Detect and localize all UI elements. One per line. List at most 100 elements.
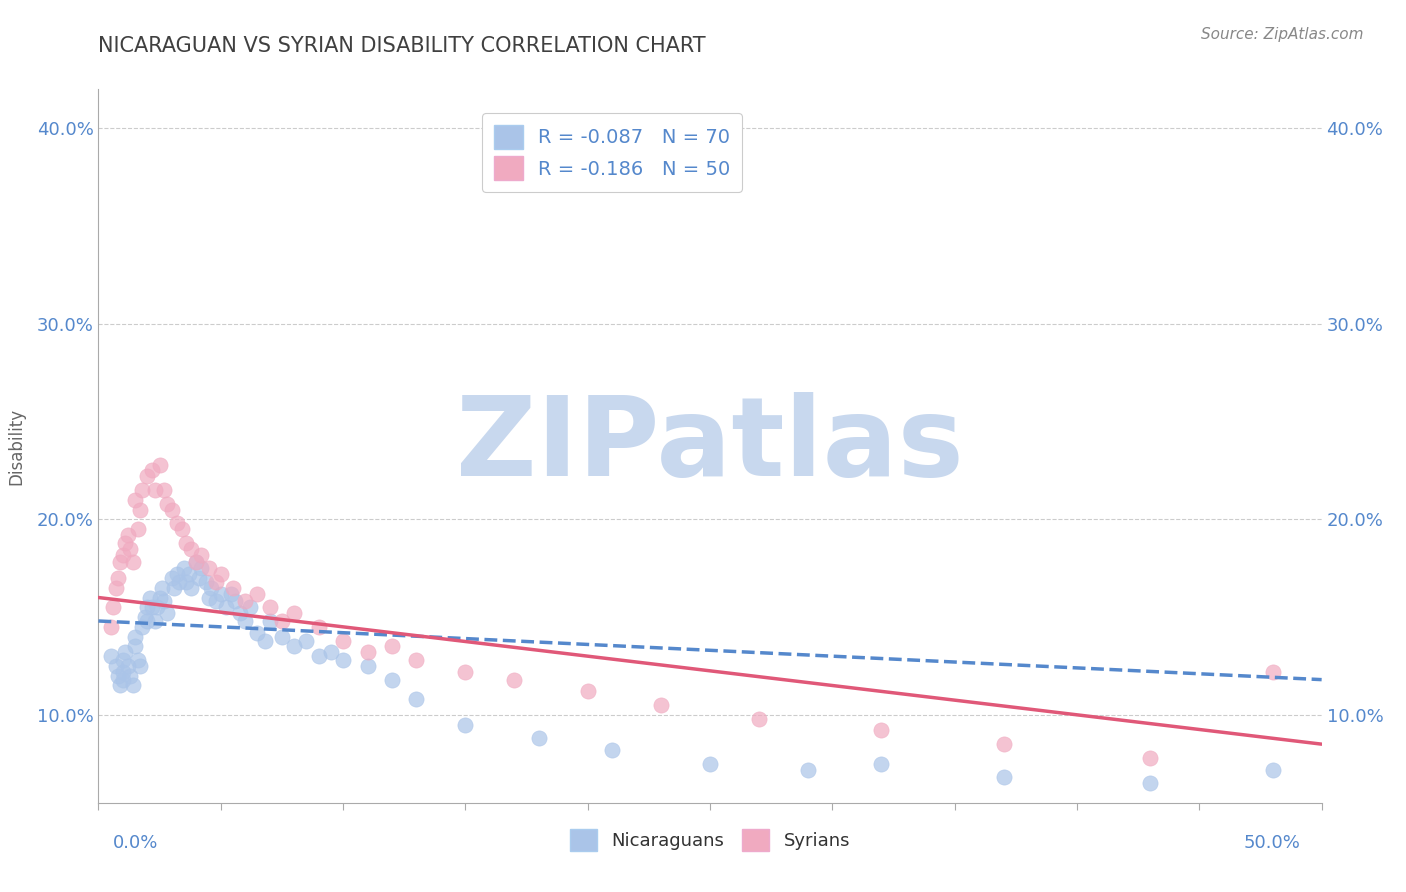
Point [454,717,477,731]
Point [139,591,162,605]
Point [283,640,305,654]
Point [143,483,166,497]
Point [146,600,169,615]
Point [224,594,246,608]
Point [101,600,124,615]
Point [295,633,318,648]
Point [121,555,143,569]
Point [870,723,893,738]
Text: ZIPatlas: ZIPatlas [456,392,965,500]
Point [222,581,245,595]
Point [104,581,127,595]
Y-axis label: Disability: Disability [7,408,25,484]
Point [120,669,142,683]
Point [797,763,820,777]
Point [163,581,186,595]
Point [111,548,134,562]
Point [319,645,342,659]
Point [141,463,163,477]
Point [356,645,378,659]
Point [173,561,195,575]
Point [149,591,172,605]
Point [270,630,294,644]
Text: Source: ZipAtlas.com: Source: ZipAtlas.com [1201,27,1364,42]
Point [870,756,893,771]
Point [131,483,153,497]
Point [180,541,202,556]
Point [308,620,330,634]
Point [136,600,159,615]
Point [259,600,281,615]
Point [332,633,354,648]
Point [176,535,198,549]
Point [454,665,477,679]
Point [121,678,143,692]
Point [149,458,172,472]
Point [127,522,149,536]
Point [156,497,179,511]
Point [270,614,294,628]
Point [503,673,526,687]
Point [246,625,269,640]
Point [197,591,219,605]
Point [117,659,139,673]
Point [104,659,127,673]
Point [100,649,122,664]
Point [205,594,228,608]
Point [110,555,132,569]
Point [253,633,276,648]
Point [111,673,134,687]
Point [233,594,256,608]
Point [405,692,427,706]
Point [195,574,218,589]
Point [111,665,134,679]
Point [170,522,193,536]
Point [356,659,378,673]
Point [259,614,281,628]
Point [177,567,200,582]
Point [229,606,252,620]
Point [1139,751,1161,765]
Point [124,492,146,507]
Point [107,571,129,585]
Point [405,653,427,667]
Point [283,606,305,620]
Point [600,743,623,757]
Point [153,483,176,497]
Point [190,548,212,562]
Point [129,659,152,673]
Point [114,535,136,549]
Point [136,614,159,628]
Point [136,469,159,483]
Text: NICARAGUAN VS SYRIAN DISABILITY CORRELATION CHART: NICARAGUAN VS SYRIAN DISABILITY CORRELAT… [98,36,706,55]
Point [1261,665,1284,679]
Point [160,502,183,516]
Point [993,737,1015,751]
Point [239,600,262,615]
Point [100,620,122,634]
Point [748,712,770,726]
Point [131,620,153,634]
Point [190,561,212,575]
Point [186,555,208,569]
Point [120,541,142,556]
Point [124,630,146,644]
Point [993,771,1015,785]
Point [153,594,176,608]
Point [381,640,404,654]
Point [214,600,236,615]
Point [127,653,149,667]
Point [129,502,152,516]
Point [650,698,672,712]
Point [381,673,404,687]
Text: 50.0%: 50.0% [1244,834,1301,852]
Point [166,516,188,531]
Point [134,610,156,624]
Point [209,586,232,600]
Point [110,678,132,692]
Point [197,561,219,575]
Point [117,528,139,542]
Point [143,614,166,628]
Point [187,571,209,585]
Point [332,653,354,667]
